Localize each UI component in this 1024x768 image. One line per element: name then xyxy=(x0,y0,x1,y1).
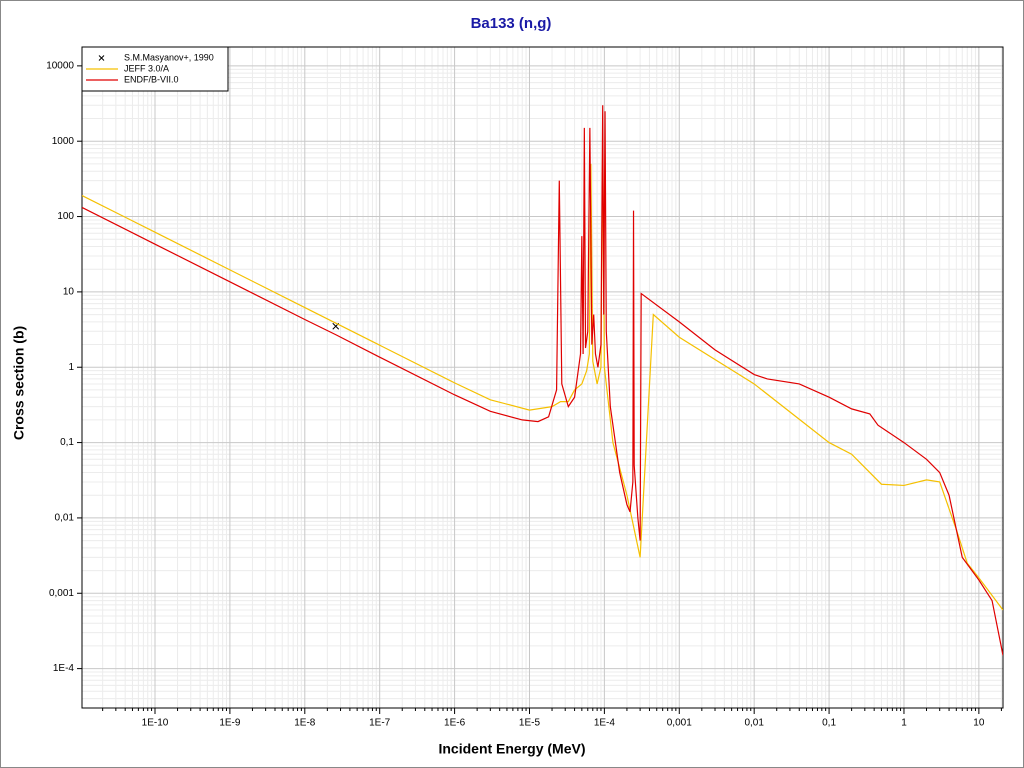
y-tick-label: 1 xyxy=(68,362,74,373)
x-axis-label: Incident Energy (MeV) xyxy=(438,741,585,757)
x-tick-label: 1E-4 xyxy=(594,718,616,729)
x-tick-label: 1 xyxy=(901,718,907,729)
chart-title: Ba133 (n,g) xyxy=(471,15,552,32)
y-axis-label: Cross section (b) xyxy=(11,326,27,440)
legend-label: S.M.Masyanov+, 1990 xyxy=(124,52,214,62)
x-tick-label: 1E-8 xyxy=(294,718,316,729)
y-tick-label: 10000 xyxy=(46,61,74,72)
x-tick-label: 1E-5 xyxy=(519,718,541,729)
x-tick-label: 1E-10 xyxy=(142,718,169,729)
y-tick-label: 0,01 xyxy=(55,513,75,524)
x-tick-label: 1E-9 xyxy=(219,718,241,729)
y-tick-label: 1E-4 xyxy=(53,663,75,674)
x-tick-label: 1E-6 xyxy=(444,718,466,729)
y-tick-label: 1000 xyxy=(52,136,75,147)
y-tick-label: 100 xyxy=(57,211,74,222)
plot-background xyxy=(82,47,1003,708)
x-tick-label: 1E-7 xyxy=(369,718,391,729)
y-tick-label: 10 xyxy=(63,287,75,298)
legend-label: JEFF 3.0/A xyxy=(124,63,169,73)
x-tick-label: 0,001 xyxy=(667,718,692,729)
y-tick-label: 0,001 xyxy=(49,588,74,599)
y-tick-label: 0,1 xyxy=(60,437,74,448)
x-tick-label: 0,01 xyxy=(744,718,764,729)
legend-marker xyxy=(98,55,105,61)
series-line xyxy=(82,105,1003,656)
series-line xyxy=(82,141,1003,611)
legend-label: ENDF/B-VII.0 xyxy=(124,74,179,84)
x-tick-label: 0,1 xyxy=(822,718,836,729)
x-tick-label: 10 xyxy=(973,718,985,729)
plot-border xyxy=(81,46,1004,709)
